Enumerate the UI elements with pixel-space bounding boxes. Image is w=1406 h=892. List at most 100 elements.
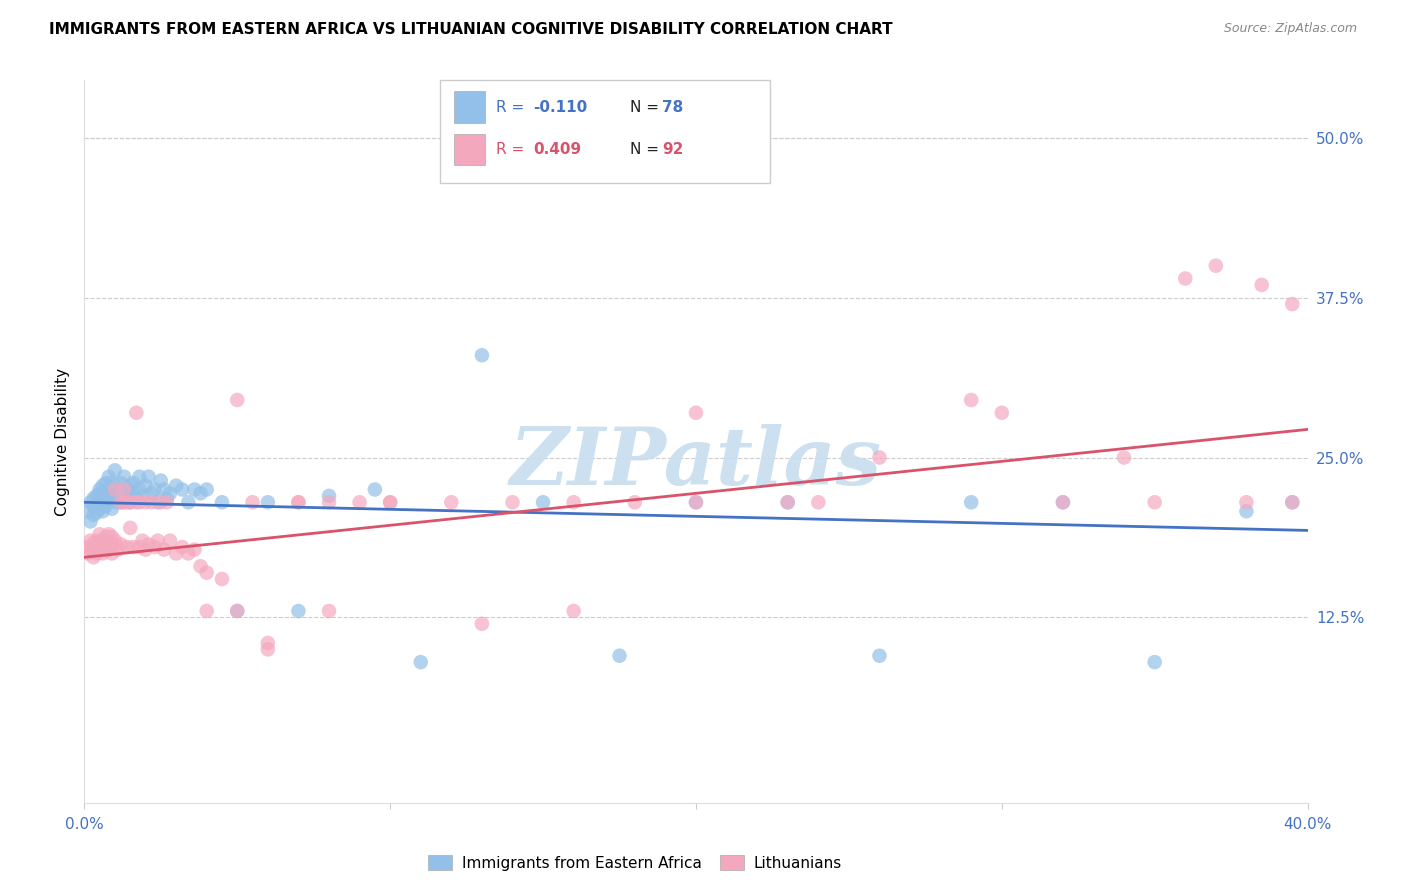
Point (101, 476, 124, 491)
Text: -0.110: -0.110 (533, 100, 588, 114)
Point (1236, 504, 1258, 518)
Point (1143, 655, 1166, 669)
Point (125, 495, 148, 509)
Point (141, 486, 163, 500)
Point (128, 495, 150, 509)
Point (89, 501, 111, 516)
Point (183, 542, 205, 557)
Point (153, 542, 176, 557)
Point (107, 542, 129, 557)
Point (1281, 297, 1303, 311)
Point (776, 495, 799, 509)
Point (104, 537, 127, 551)
Point (364, 483, 387, 497)
Point (89, 537, 111, 551)
Point (685, 495, 707, 509)
Text: 0.409: 0.409 (533, 143, 581, 157)
Point (110, 537, 132, 551)
Point (471, 348, 494, 362)
Text: N =: N = (630, 143, 664, 157)
Point (112, 483, 135, 497)
Point (125, 491, 148, 506)
Point (94, 486, 117, 500)
Point (685, 495, 707, 509)
Point (624, 495, 647, 509)
Text: R =: R = (496, 100, 530, 114)
Point (97, 491, 120, 506)
Point (183, 483, 205, 497)
Point (128, 483, 150, 497)
Point (318, 495, 340, 509)
Point (122, 476, 145, 491)
Text: ZIPatlas: ZIPatlas (510, 425, 882, 502)
Point (101, 546, 124, 560)
Point (101, 530, 124, 544)
Point (1236, 495, 1258, 509)
Point (112, 495, 135, 509)
Point (79, 542, 101, 557)
Legend: Immigrants from Eastern Africa, Lithuanians: Immigrants from Eastern Africa, Lithuani… (420, 847, 849, 879)
Point (257, 642, 280, 657)
Point (172, 540, 194, 554)
Point (146, 495, 169, 509)
Point (257, 636, 280, 650)
Point (94, 542, 117, 557)
Point (125, 406, 148, 420)
Point (135, 478, 157, 492)
Point (190, 559, 212, 574)
Point (287, 495, 309, 509)
Text: R =: R = (496, 143, 530, 157)
Point (287, 495, 309, 509)
Point (89, 542, 111, 557)
Point (79, 515, 101, 529)
Point (79, 495, 101, 509)
Point (104, 495, 127, 509)
Point (380, 495, 402, 509)
Point (122, 540, 145, 554)
Point (120, 521, 142, 535)
Point (1114, 450, 1136, 465)
Point (190, 486, 212, 500)
Point (177, 495, 200, 509)
Point (165, 546, 187, 560)
Point (318, 489, 340, 503)
Point (89, 495, 111, 509)
Point (349, 495, 371, 509)
Point (287, 604, 309, 618)
Point (86, 489, 108, 503)
Point (156, 495, 179, 509)
Point (211, 572, 233, 586)
Point (94, 476, 117, 491)
Point (1281, 495, 1303, 509)
Point (91, 478, 114, 492)
Point (409, 655, 432, 669)
Point (1052, 495, 1074, 509)
Point (115, 540, 138, 554)
Point (991, 406, 1014, 420)
Point (135, 495, 157, 509)
Point (79, 533, 101, 548)
Point (89, 483, 111, 497)
Point (76, 540, 98, 554)
Point (76, 504, 98, 518)
Point (83, 508, 105, 522)
Point (226, 604, 249, 618)
Point (165, 478, 187, 492)
Point (135, 542, 157, 557)
Point (195, 566, 218, 580)
Point (869, 648, 891, 663)
Text: 78: 78 (662, 100, 683, 114)
Point (104, 489, 127, 503)
Point (128, 469, 150, 483)
Point (83, 536, 105, 550)
Point (104, 533, 127, 548)
Point (86, 546, 108, 560)
Point (146, 533, 169, 548)
Point (97, 469, 120, 483)
Point (440, 495, 463, 509)
Point (1250, 277, 1272, 292)
Point (143, 540, 166, 554)
Point (101, 501, 124, 516)
Point (609, 648, 631, 663)
Point (128, 540, 150, 554)
